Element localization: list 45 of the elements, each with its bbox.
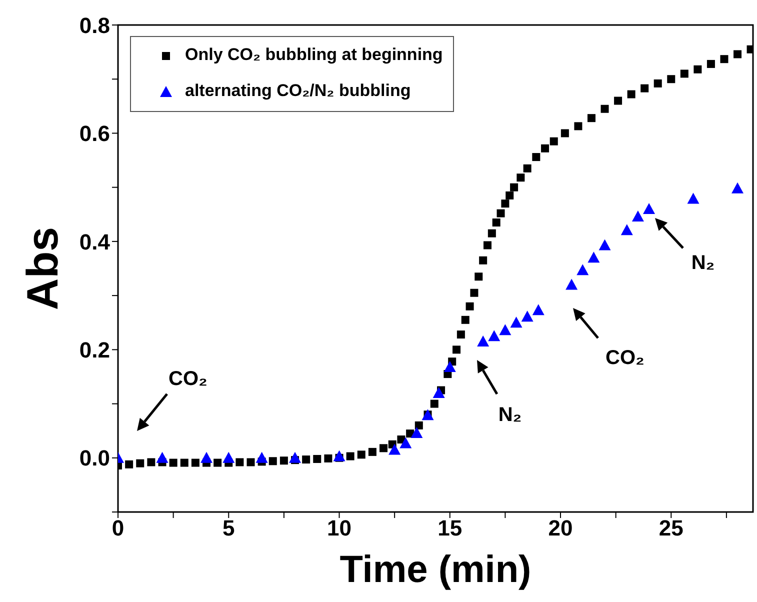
y-tick-label: 0.8 — [79, 12, 110, 38]
point — [444, 360, 456, 372]
x-axis-title: Time (min) — [340, 549, 532, 591]
point — [510, 316, 522, 328]
x-tick-label: 20 — [548, 516, 573, 541]
legend-label: Only CO₂ bubbling at beginning — [185, 44, 443, 66]
annotation: CO₂ — [168, 368, 208, 390]
point — [156, 452, 168, 463]
point — [222, 452, 235, 463]
annotation: CO₂ — [606, 347, 644, 369]
x-tick-label: 25 — [658, 516, 684, 541]
point — [499, 324, 512, 336]
point — [566, 278, 578, 290]
y-tick-label: 0.4 — [79, 229, 111, 254]
point — [732, 182, 744, 194]
point — [432, 386, 445, 398]
point — [521, 310, 534, 322]
point — [333, 450, 346, 462]
point — [532, 304, 544, 316]
point — [488, 330, 500, 342]
x-tick-label: 5 — [222, 516, 235, 541]
point — [477, 336, 490, 347]
y-tick-label: 0.6 — [79, 121, 110, 146]
point — [289, 452, 302, 463]
annotation: N₂ — [498, 404, 522, 426]
x-tick-label: 10 — [327, 516, 352, 541]
point — [620, 224, 633, 236]
y-axis-title: Abs — [18, 226, 68, 310]
point — [632, 210, 644, 222]
point — [400, 437, 412, 448]
x-tick-label: 15 — [438, 516, 462, 541]
point — [588, 252, 600, 263]
point — [256, 452, 268, 463]
point — [576, 264, 589, 276]
point — [687, 192, 700, 204]
x-tick-label: 0 — [112, 516, 124, 541]
point — [388, 444, 401, 455]
annotation: N₂ — [691, 252, 715, 274]
legend-label: alternating CO₂/N₂ bubbling — [185, 80, 411, 102]
y-tick-label: 0.0 — [79, 446, 110, 471]
point — [598, 239, 611, 250]
y-tick-label: 0.2 — [79, 337, 110, 362]
point — [410, 427, 423, 438]
point — [643, 202, 656, 214]
point — [200, 452, 212, 463]
